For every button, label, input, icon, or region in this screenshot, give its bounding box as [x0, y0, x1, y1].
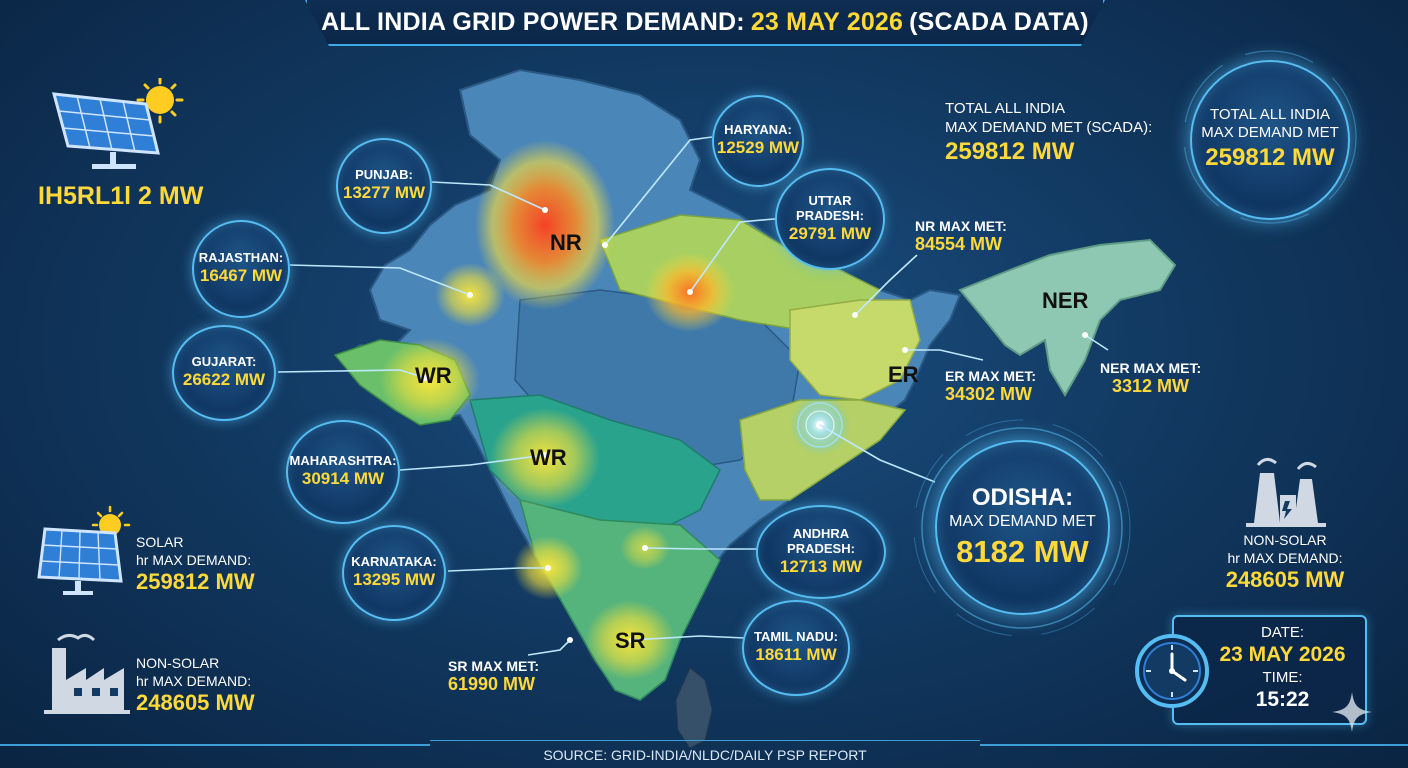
- total-plain-label-1: TOTAL ALL INDIA: [945, 100, 1066, 117]
- solar-value: 259812 MW: [136, 569, 255, 594]
- factory-icon: [38, 628, 133, 718]
- footer-source: SOURCE: GRID-INDIA/NLDC/DAILY PSP REPORT: [430, 740, 980, 768]
- region-ner: NER: [1042, 288, 1089, 313]
- state-bubble-maharashtra: MAHARASHTRA: 30914 MW: [286, 420, 400, 524]
- odisha-label: ODISHA:: [971, 484, 1074, 512]
- region-wr-maharashtra: WR: [530, 445, 567, 470]
- region-nr: NR: [550, 230, 582, 255]
- total-plain-block: TOTAL ALL INDIA MAX DEMAND MET (SCADA): …: [945, 100, 1152, 166]
- rajasthan-value: 16467 MW: [199, 266, 283, 286]
- state-bubble-odisha: ODISHA: MAX DEMAND MET 8182 MW: [935, 440, 1110, 615]
- solar-line1: SOLAR: [136, 534, 184, 550]
- date-value: 23 MAY 2026: [1219, 643, 1346, 666]
- rajasthan-label: RAJASTHAN:: [198, 250, 284, 266]
- haryana-value: 12529 MW: [716, 138, 800, 158]
- state-bubble-karnataka: KARNATAKA: 13295 MW: [342, 525, 446, 621]
- top-left-label: IH5RL1l 2 MW: [38, 182, 204, 210]
- andhra-pradesh-value: 12713 MW: [779, 556, 863, 576]
- tamil-nadu-label: TAMIL NADU:: [753, 629, 838, 645]
- andhra-pradesh-label: ANDHRA PRADESH:: [787, 525, 855, 556]
- solar-block: SOLAR hr MAX DEMAND: 259812 MW: [136, 534, 255, 595]
- sr-max-label: SR MAX MET:: [448, 658, 539, 674]
- solar-line2: hr MAX DEMAND:: [136, 551, 252, 568]
- gujarat-value: 26622 MW: [182, 370, 266, 390]
- total-bubble-value: 259812 MW: [1205, 144, 1335, 172]
- uttar-pradesh-value: 29791 MW: [788, 223, 872, 243]
- ner-max-value: 3312 MW: [1112, 376, 1190, 396]
- sr-max-value: 61990 MW: [448, 674, 536, 694]
- state-bubble-andhra-pradesh: ANDHRA PRADESH: 12713 MW: [756, 505, 886, 599]
- non-solar-left-value: 248605 MW: [136, 690, 255, 715]
- total-bubble-label-2: MAX DEMAND MET: [1201, 124, 1339, 142]
- state-bubble-gujarat: GUJARAT: 26622 MW: [172, 325, 276, 421]
- power-plant-icon: [1240, 455, 1330, 527]
- title-suffix: (SCADA DATA): [909, 7, 1089, 36]
- sparkle-icon: [1330, 690, 1374, 734]
- non-solar-right-block: NON-SOLAR hr MAX DEMAND: 248605 MW: [1225, 532, 1345, 593]
- karnataka-label: KARNATAKA:: [351, 554, 437, 570]
- gujarat-label: GUJARAT:: [191, 354, 257, 370]
- state-bubble-tamil-nadu: TAMIL NADU: 18611 MW: [742, 600, 850, 696]
- time-label: TIME:: [1262, 669, 1303, 687]
- clock-icon: [1133, 632, 1211, 710]
- maharashtra-label: MAHARASHTRA:: [289, 453, 397, 469]
- state-bubble-uttar-pradesh: UTTAR PRADESH: 29791 MW: [775, 168, 885, 270]
- total-bubble-label-1: TOTAL ALL INDIA: [1209, 106, 1331, 124]
- karnataka-value: 13295 MW: [352, 570, 436, 590]
- footer-source-text: SOURCE: GRID-INDIA/NLDC/DAILY PSP REPORT: [543, 746, 867, 763]
- total-bubble: TOTAL ALL INDIA MAX DEMAND MET 259812 MW: [1190, 60, 1350, 220]
- non-solar-right-value: 248605 MW: [1225, 567, 1345, 592]
- state-bubble-haryana: HARYANA: 12529 MW: [712, 95, 804, 187]
- tamil-nadu-value: 18611 MW: [755, 645, 837, 665]
- maharashtra-value: 30914 MW: [301, 469, 385, 489]
- nr-max-value: 84554 MW: [915, 234, 1003, 254]
- state-bubble-punjab: PUNJAB: 13277 MW: [336, 138, 432, 234]
- haryana-label: HARYANA:: [724, 122, 792, 138]
- title-prefix: ALL INDIA GRID POWER DEMAND:: [321, 7, 745, 36]
- page-title: ALL INDIA GRID POWER DEMAND: 23 MAY 2026…: [305, 0, 1105, 46]
- odisha-sublabel: MAX DEMAND MET: [949, 512, 1096, 530]
- punjab-label: PUNJAB:: [355, 167, 413, 183]
- odisha-value: 8182 MW: [956, 533, 1089, 569]
- solar-panel-icon: [50, 76, 185, 173]
- non-solar-right-line1: NON-SOLAR: [1243, 532, 1327, 548]
- ner-max-label: NER MAX MET:: [1100, 360, 1202, 376]
- uttar-pradesh-label: UTTAR PRADESH:: [796, 192, 864, 223]
- title-date: 23 MAY 2026: [750, 7, 904, 36]
- non-solar-left-line2: hr MAX DEMAND:: [136, 672, 252, 689]
- state-bubble-rajasthan: RAJASTHAN: 16467 MW: [192, 220, 290, 318]
- solar-panel-small-icon: [35, 505, 135, 597]
- non-solar-left-line1: NON-SOLAR: [136, 655, 220, 671]
- date-label: DATE:: [1260, 624, 1305, 641]
- region-er: ER: [888, 362, 919, 387]
- er-max-value: 34302 MW: [945, 384, 1033, 404]
- non-solar-right-line2: hr MAX DEMAND:: [1227, 549, 1343, 566]
- region-sr: SR: [615, 628, 646, 653]
- er-max-label: ER MAX MET:: [945, 368, 1036, 384]
- region-wr-gujarat: WR: [415, 363, 452, 388]
- datetime-text: DATE: 23 MAY 2026 TIME: 15:22: [1210, 624, 1355, 711]
- total-plain-value: 259812 MW: [945, 137, 1075, 165]
- punjab-value: 13277 MW: [342, 183, 426, 203]
- total-plain-label-2: MAX DEMAND MET (SCADA):: [945, 118, 1153, 136]
- time-value: 15:22: [1255, 688, 1310, 712]
- non-solar-left-block: NON-SOLAR hr MAX DEMAND: 248605 MW: [136, 655, 255, 716]
- nr-max-label: NR MAX MET:: [915, 218, 1007, 234]
